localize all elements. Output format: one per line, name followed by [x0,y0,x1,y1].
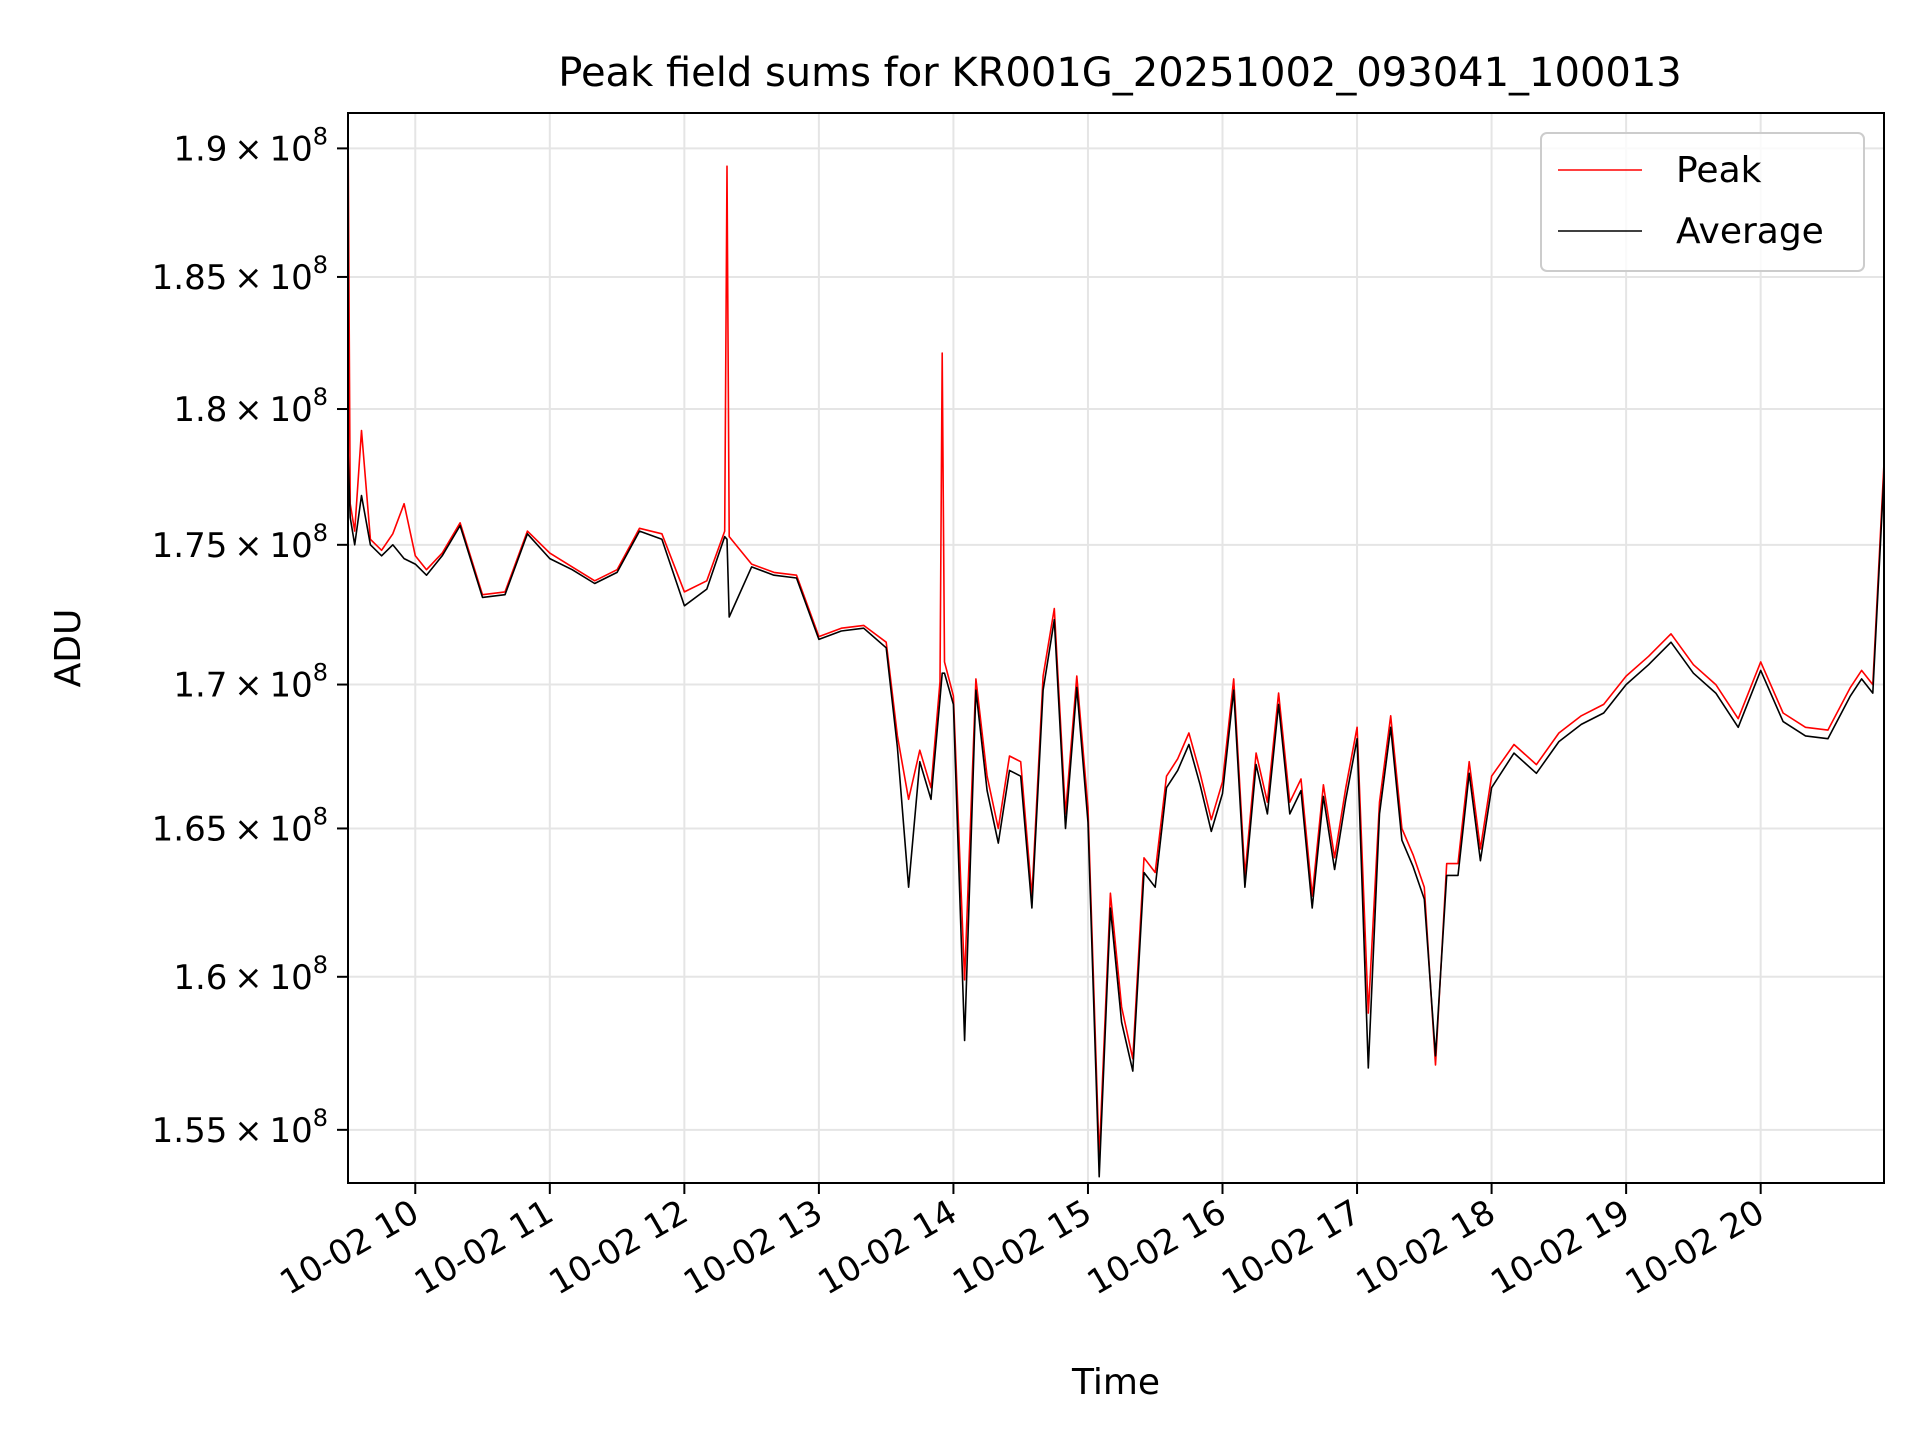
y-tick-label: 1.6 × 108 [173,951,328,998]
legend: Peak Average [1540,132,1865,272]
series-layer [348,115,1884,1178]
plot-frame [347,112,1885,1184]
chart-title: Peak field sums for KR001G_20251002_0930… [558,50,1682,96]
y-tick-label: 1.65 × 108 [152,802,328,849]
y-tick-label: 1.55 × 108 [152,1104,328,1151]
y-axis: 1.55 × 108 1.6 × 108 1.65 × 108 1.7 × 108 1.… [152,122,348,1151]
y-tick-label: 1.85 × 108 [152,251,328,298]
legend-label-peak: Peak [1676,150,1762,191]
y-tick-label: 1.9 × 108 [173,122,328,169]
legend-box [1540,132,1865,272]
y-tick-label: 1.8 × 108 [173,383,328,430]
y-axis-label: ADU [48,609,89,688]
y-tick-label: 1.7 × 108 [173,659,328,706]
legend-label-average: Average [1676,211,1824,252]
y-tick-label: 1.75 × 108 [152,519,328,566]
series-line-average [348,449,1884,1178]
x-axis-label: Time [1071,1362,1160,1403]
